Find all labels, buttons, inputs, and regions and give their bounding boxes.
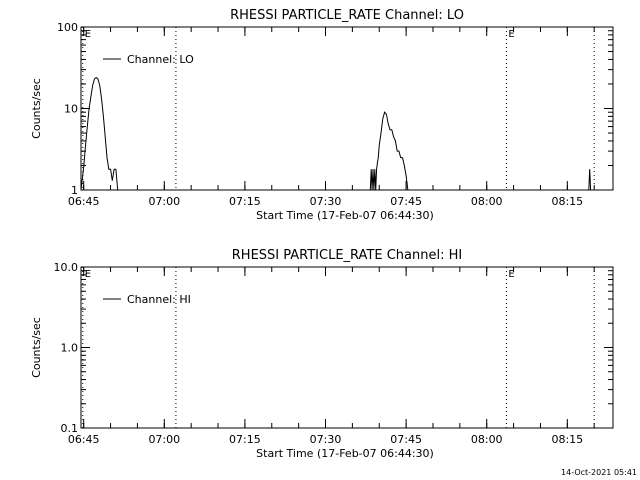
y-tick-label: 10.0 <box>54 261 79 274</box>
y-tick-label: 1 <box>71 184 78 197</box>
y-tick-label: 100 <box>57 21 78 34</box>
y-tick-label: 1.0 <box>61 342 79 355</box>
event-marker-label: E <box>85 269 91 280</box>
plot-frame <box>80 266 614 429</box>
footer-timestamp: 14-Oct-2021 05:41 <box>561 468 637 477</box>
series-line <box>369 111 409 191</box>
plot-frame <box>80 26 614 191</box>
event-marker-label: E <box>85 29 91 40</box>
x-tick-label: 08:00 <box>471 195 503 208</box>
x-tick-label: 06:45 <box>68 195 100 208</box>
chart-panel-2: RHESSI PARTICLE_RATE Channel: HI 0.1 1.0 10… <box>30 248 614 460</box>
legend-label: Channel: LO <box>127 53 194 66</box>
x-tick-label: 08:00 <box>471 433 503 446</box>
y-tick-label: 10 <box>64 103 78 116</box>
chart-title: RHESSI PARTICLE_RATE Channel: LO <box>230 8 464 23</box>
chart-panel-1: RHESSI PARTICLE_RATE Channel: LO 1 10 100 06… <box>30 8 614 222</box>
x-tick-label: 07:45 <box>390 195 422 208</box>
chart-title: RHESSI PARTICLE_RATE Channel: HI <box>232 248 462 263</box>
x-tick-label: 06:45 <box>68 433 100 446</box>
series-line <box>80 76 119 191</box>
x-tick-label: 07:00 <box>148 195 180 208</box>
x-tick-label: 07:00 <box>148 433 180 446</box>
legend-label: Channel: HI <box>127 293 191 306</box>
x-tick-label: 07:15 <box>229 433 261 446</box>
y-tick-label: 0.1 <box>61 422 79 435</box>
chart-panels: RHESSI PARTICLE_RATE Channel: LO 1 10 100 06… <box>30 8 614 460</box>
y-axis-label: Counts/sec <box>30 317 43 378</box>
x-axis-label: Start Time (17-Feb-07 06:44:30) <box>256 447 434 460</box>
x-tick-label: 07:45 <box>390 433 422 446</box>
x-tick-label: 07:15 <box>229 195 261 208</box>
series-line <box>588 169 592 191</box>
x-tick-label: 08:15 <box>551 195 583 208</box>
event-marker-label: E <box>508 29 514 40</box>
x-tick-label: 07:30 <box>310 195 342 208</box>
x-tick-label: 08:15 <box>551 433 583 446</box>
y-axis-label: Counts/sec <box>30 78 43 139</box>
event-marker-label: E <box>508 269 514 280</box>
x-tick-label: 07:30 <box>310 433 342 446</box>
x-axis-label: Start Time (17-Feb-07 06:44:30) <box>256 209 434 222</box>
